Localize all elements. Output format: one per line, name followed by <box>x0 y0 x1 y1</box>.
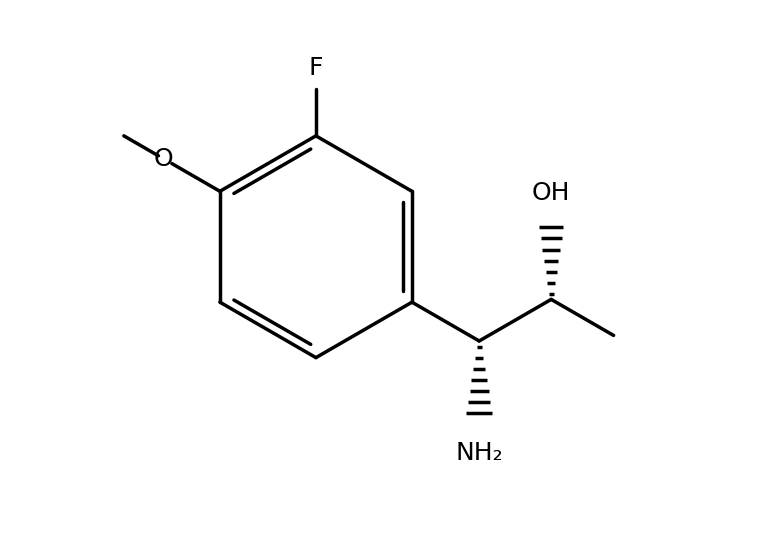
Text: F: F <box>309 57 323 81</box>
Text: OH: OH <box>532 181 570 205</box>
Text: NH₂: NH₂ <box>456 441 503 465</box>
Text: O: O <box>154 147 173 171</box>
